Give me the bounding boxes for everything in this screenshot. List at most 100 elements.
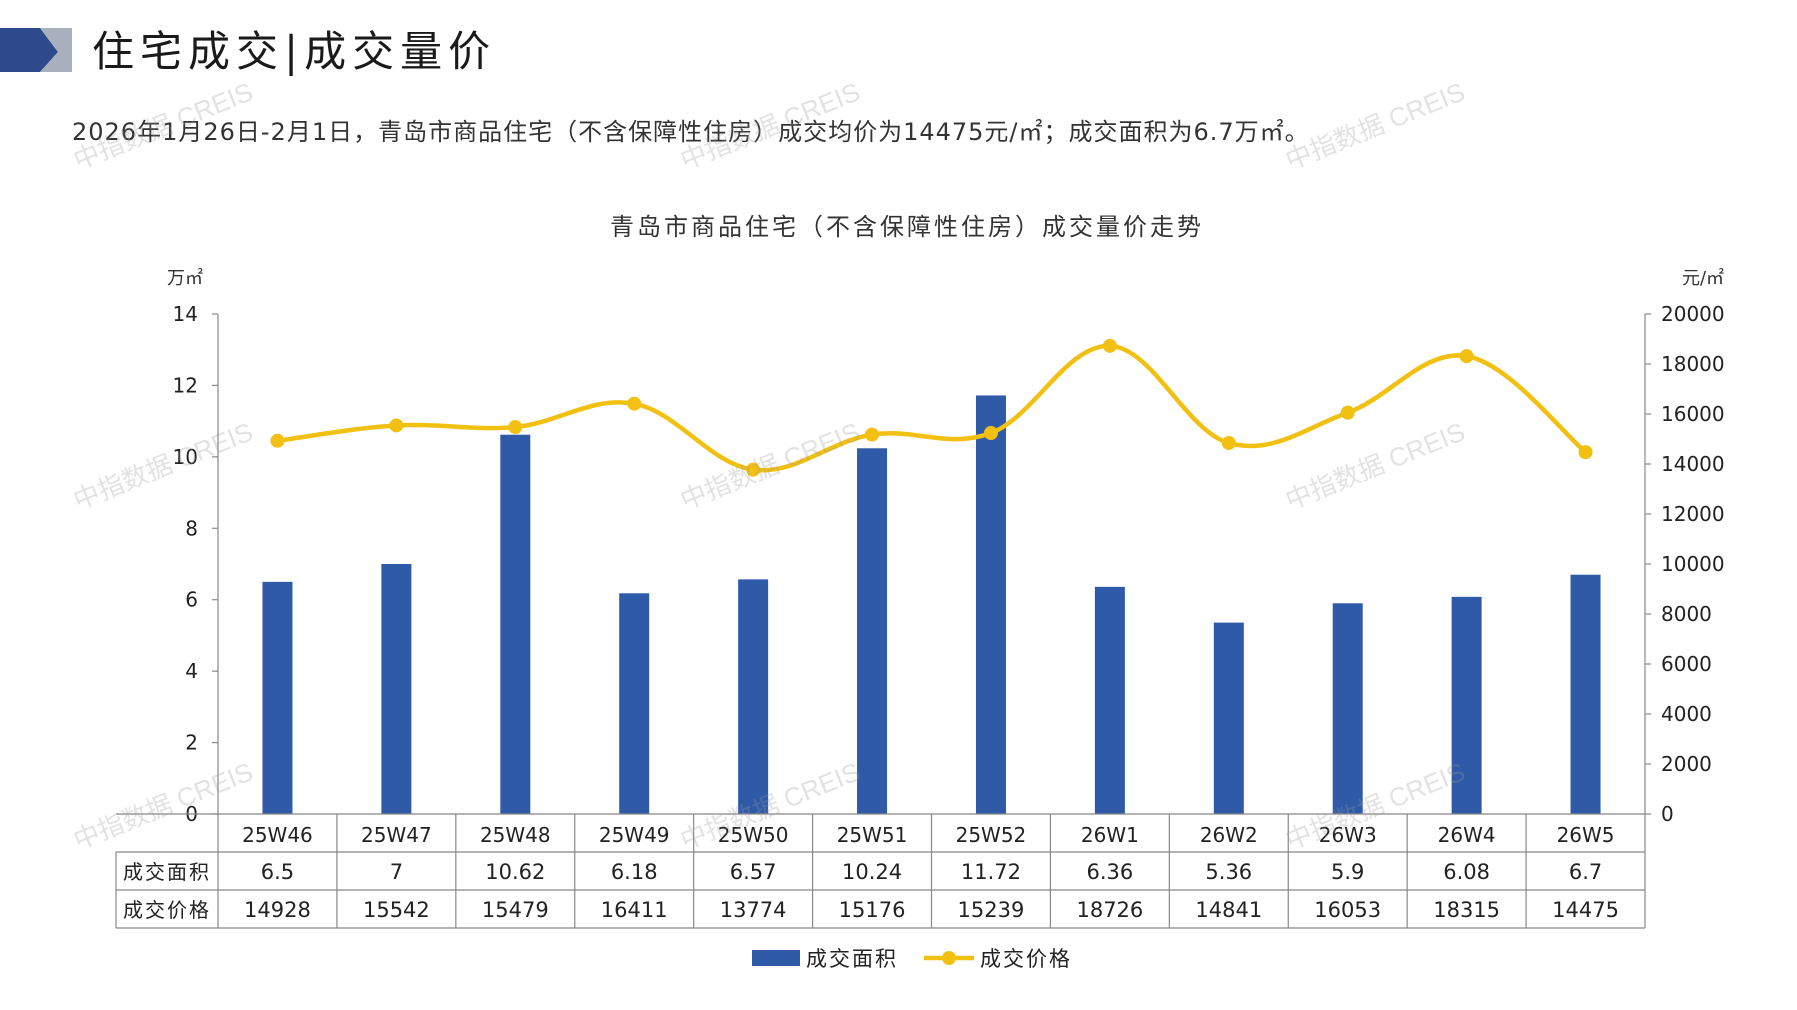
category-label: 26W5 bbox=[1557, 823, 1615, 847]
price-value-label: 18315 bbox=[1433, 898, 1500, 922]
page-title: 住宅成交|成交量价 bbox=[92, 27, 497, 76]
price-point-25W52 bbox=[983, 426, 998, 441]
category-label: 26W1 bbox=[1081, 823, 1139, 847]
legend-swatch-price-marker bbox=[942, 951, 956, 965]
watermark-text: 中指数据 CREIS bbox=[69, 756, 257, 855]
watermark-text: 中指数据 CREIS bbox=[676, 76, 864, 175]
y-right-tick-label: 10000 bbox=[1661, 552, 1725, 576]
category-label: 26W3 bbox=[1319, 823, 1377, 847]
table-row-label-price: 成交价格 bbox=[123, 898, 211, 922]
watermark-text: 中指数据 CREIS bbox=[676, 416, 864, 515]
category-label: 25W49 bbox=[599, 823, 670, 847]
y-left-tick-label: 8 bbox=[185, 516, 198, 540]
bar-25W49 bbox=[619, 593, 650, 814]
price-point-26W2 bbox=[1221, 435, 1236, 450]
y-right-tick-label: 2000 bbox=[1661, 752, 1712, 776]
price-value-label: 15239 bbox=[958, 898, 1025, 922]
y-right-tick-label: 18000 bbox=[1661, 352, 1725, 376]
y-right-unit: 元/㎡ bbox=[1682, 267, 1724, 289]
price-value-label: 15542 bbox=[363, 898, 430, 922]
bar-value-label: 10.24 bbox=[842, 860, 902, 884]
price-value-label: 18726 bbox=[1076, 898, 1143, 922]
bar-value-label: 5.9 bbox=[1331, 860, 1364, 884]
price-value-label: 15479 bbox=[482, 898, 549, 922]
y-right-tick-label: 8000 bbox=[1661, 602, 1712, 626]
y-right-tick-label: 14000 bbox=[1661, 452, 1725, 476]
bar-value-label: 6.57 bbox=[730, 860, 777, 884]
price-point-25W49 bbox=[627, 396, 642, 411]
y-right-tick-label: 20000 bbox=[1661, 302, 1725, 326]
price-value-label: 14475 bbox=[1552, 898, 1619, 922]
bar-26W4 bbox=[1451, 596, 1482, 814]
bar-value-label: 7 bbox=[390, 860, 403, 884]
bar-25W52 bbox=[975, 395, 1006, 814]
bar-25W50 bbox=[738, 579, 769, 814]
legend-label-area: 成交面积 bbox=[806, 947, 898, 971]
price-point-25W46 bbox=[270, 433, 285, 448]
bar-26W3 bbox=[1332, 603, 1363, 814]
bar-value-label: 6.7 bbox=[1569, 860, 1602, 884]
price-point-26W3 bbox=[1340, 405, 1355, 420]
y-left-tick-label: 2 bbox=[185, 731, 198, 755]
price-point-25W50 bbox=[746, 462, 761, 477]
y-right-tick-label: 0 bbox=[1661, 802, 1674, 826]
price-value-label: 16411 bbox=[601, 898, 668, 922]
y-left-tick-label: 12 bbox=[173, 373, 198, 397]
legend: 成交面积 成交价格 bbox=[752, 947, 1072, 971]
bar-value-label: 5.36 bbox=[1205, 860, 1252, 884]
bar-25W48 bbox=[500, 434, 531, 814]
legend-swatch-area bbox=[752, 950, 800, 966]
bar-25W51 bbox=[857, 448, 888, 814]
category-label: 26W4 bbox=[1438, 823, 1496, 847]
y-left-unit: 万㎡ bbox=[167, 267, 203, 289]
chart-title: 青岛市商品住宅（不含保障性住房）成交量价走势 bbox=[610, 213, 1204, 241]
price-value-label: 14841 bbox=[1195, 898, 1262, 922]
header-logo-shape bbox=[0, 28, 72, 72]
category-label: 25W47 bbox=[361, 823, 432, 847]
price-point-26W1 bbox=[1102, 338, 1117, 353]
y-left-tick-label: 10 bbox=[173, 445, 198, 469]
legend-label-price: 成交价格 bbox=[980, 947, 1072, 971]
category-label: 25W50 bbox=[718, 823, 789, 847]
bar-value-label: 6.5 bbox=[261, 860, 294, 884]
y-left-tick-label: 14 bbox=[173, 302, 198, 326]
data-table: 25W46 25W47 25W48 25W49 25W50 25W51 25W52 26W1 2… bbox=[115, 813, 1646, 929]
y-right-tick-label: 12000 bbox=[1661, 502, 1725, 526]
bar-26W1 bbox=[1094, 586, 1125, 814]
y-left-tick-label: 4 bbox=[185, 659, 198, 683]
price-point-25W51 bbox=[865, 427, 880, 442]
bar-26W5 bbox=[1570, 574, 1601, 814]
axes: 0246810121402000400060008000100001200014… bbox=[173, 302, 1725, 826]
header: 住宅成交|成交量价 bbox=[0, 0, 1797, 100]
bar-series bbox=[262, 395, 1601, 814]
category-label: 25W51 bbox=[837, 823, 908, 847]
price-value-label: 15176 bbox=[839, 898, 906, 922]
price-point-25W47 bbox=[389, 418, 404, 433]
price-point-26W4 bbox=[1459, 349, 1474, 364]
bar-25W47 bbox=[381, 564, 412, 814]
summary-text: 2026年1月26日-2月1日，青岛市商品住宅（不含保障性住房）成交均价为144… bbox=[72, 118, 1310, 146]
bar-value-label: 11.72 bbox=[961, 860, 1021, 884]
category-label: 25W48 bbox=[480, 823, 551, 847]
table-row-label-area: 成交面积 bbox=[123, 860, 211, 884]
y-right-tick-label: 4000 bbox=[1661, 702, 1712, 726]
price-point-26W5 bbox=[1578, 445, 1593, 460]
bar-26W2 bbox=[1213, 622, 1244, 814]
watermark-text: 中指数据 CREIS bbox=[69, 76, 257, 175]
y-right-tick-label: 6000 bbox=[1661, 652, 1712, 676]
bar-value-label: 10.62 bbox=[485, 860, 545, 884]
watermark-text: 中指数据 CREIS bbox=[69, 416, 257, 515]
price-value-label: 14928 bbox=[244, 898, 311, 922]
y-right-tick-label: 16000 bbox=[1661, 402, 1725, 426]
bar-value-label: 6.36 bbox=[1086, 860, 1133, 884]
bar-25W46 bbox=[262, 581, 293, 814]
category-label: 26W2 bbox=[1200, 823, 1258, 847]
watermark-text: 中指数据 CREIS bbox=[1281, 76, 1469, 175]
y-left-tick-label: 6 bbox=[185, 588, 198, 612]
line-series bbox=[270, 338, 1593, 477]
category-label: 25W46 bbox=[242, 823, 313, 847]
price-value-label: 13774 bbox=[720, 898, 787, 922]
price-value-label: 16053 bbox=[1314, 898, 1381, 922]
bar-value-label: 6.18 bbox=[611, 860, 658, 884]
